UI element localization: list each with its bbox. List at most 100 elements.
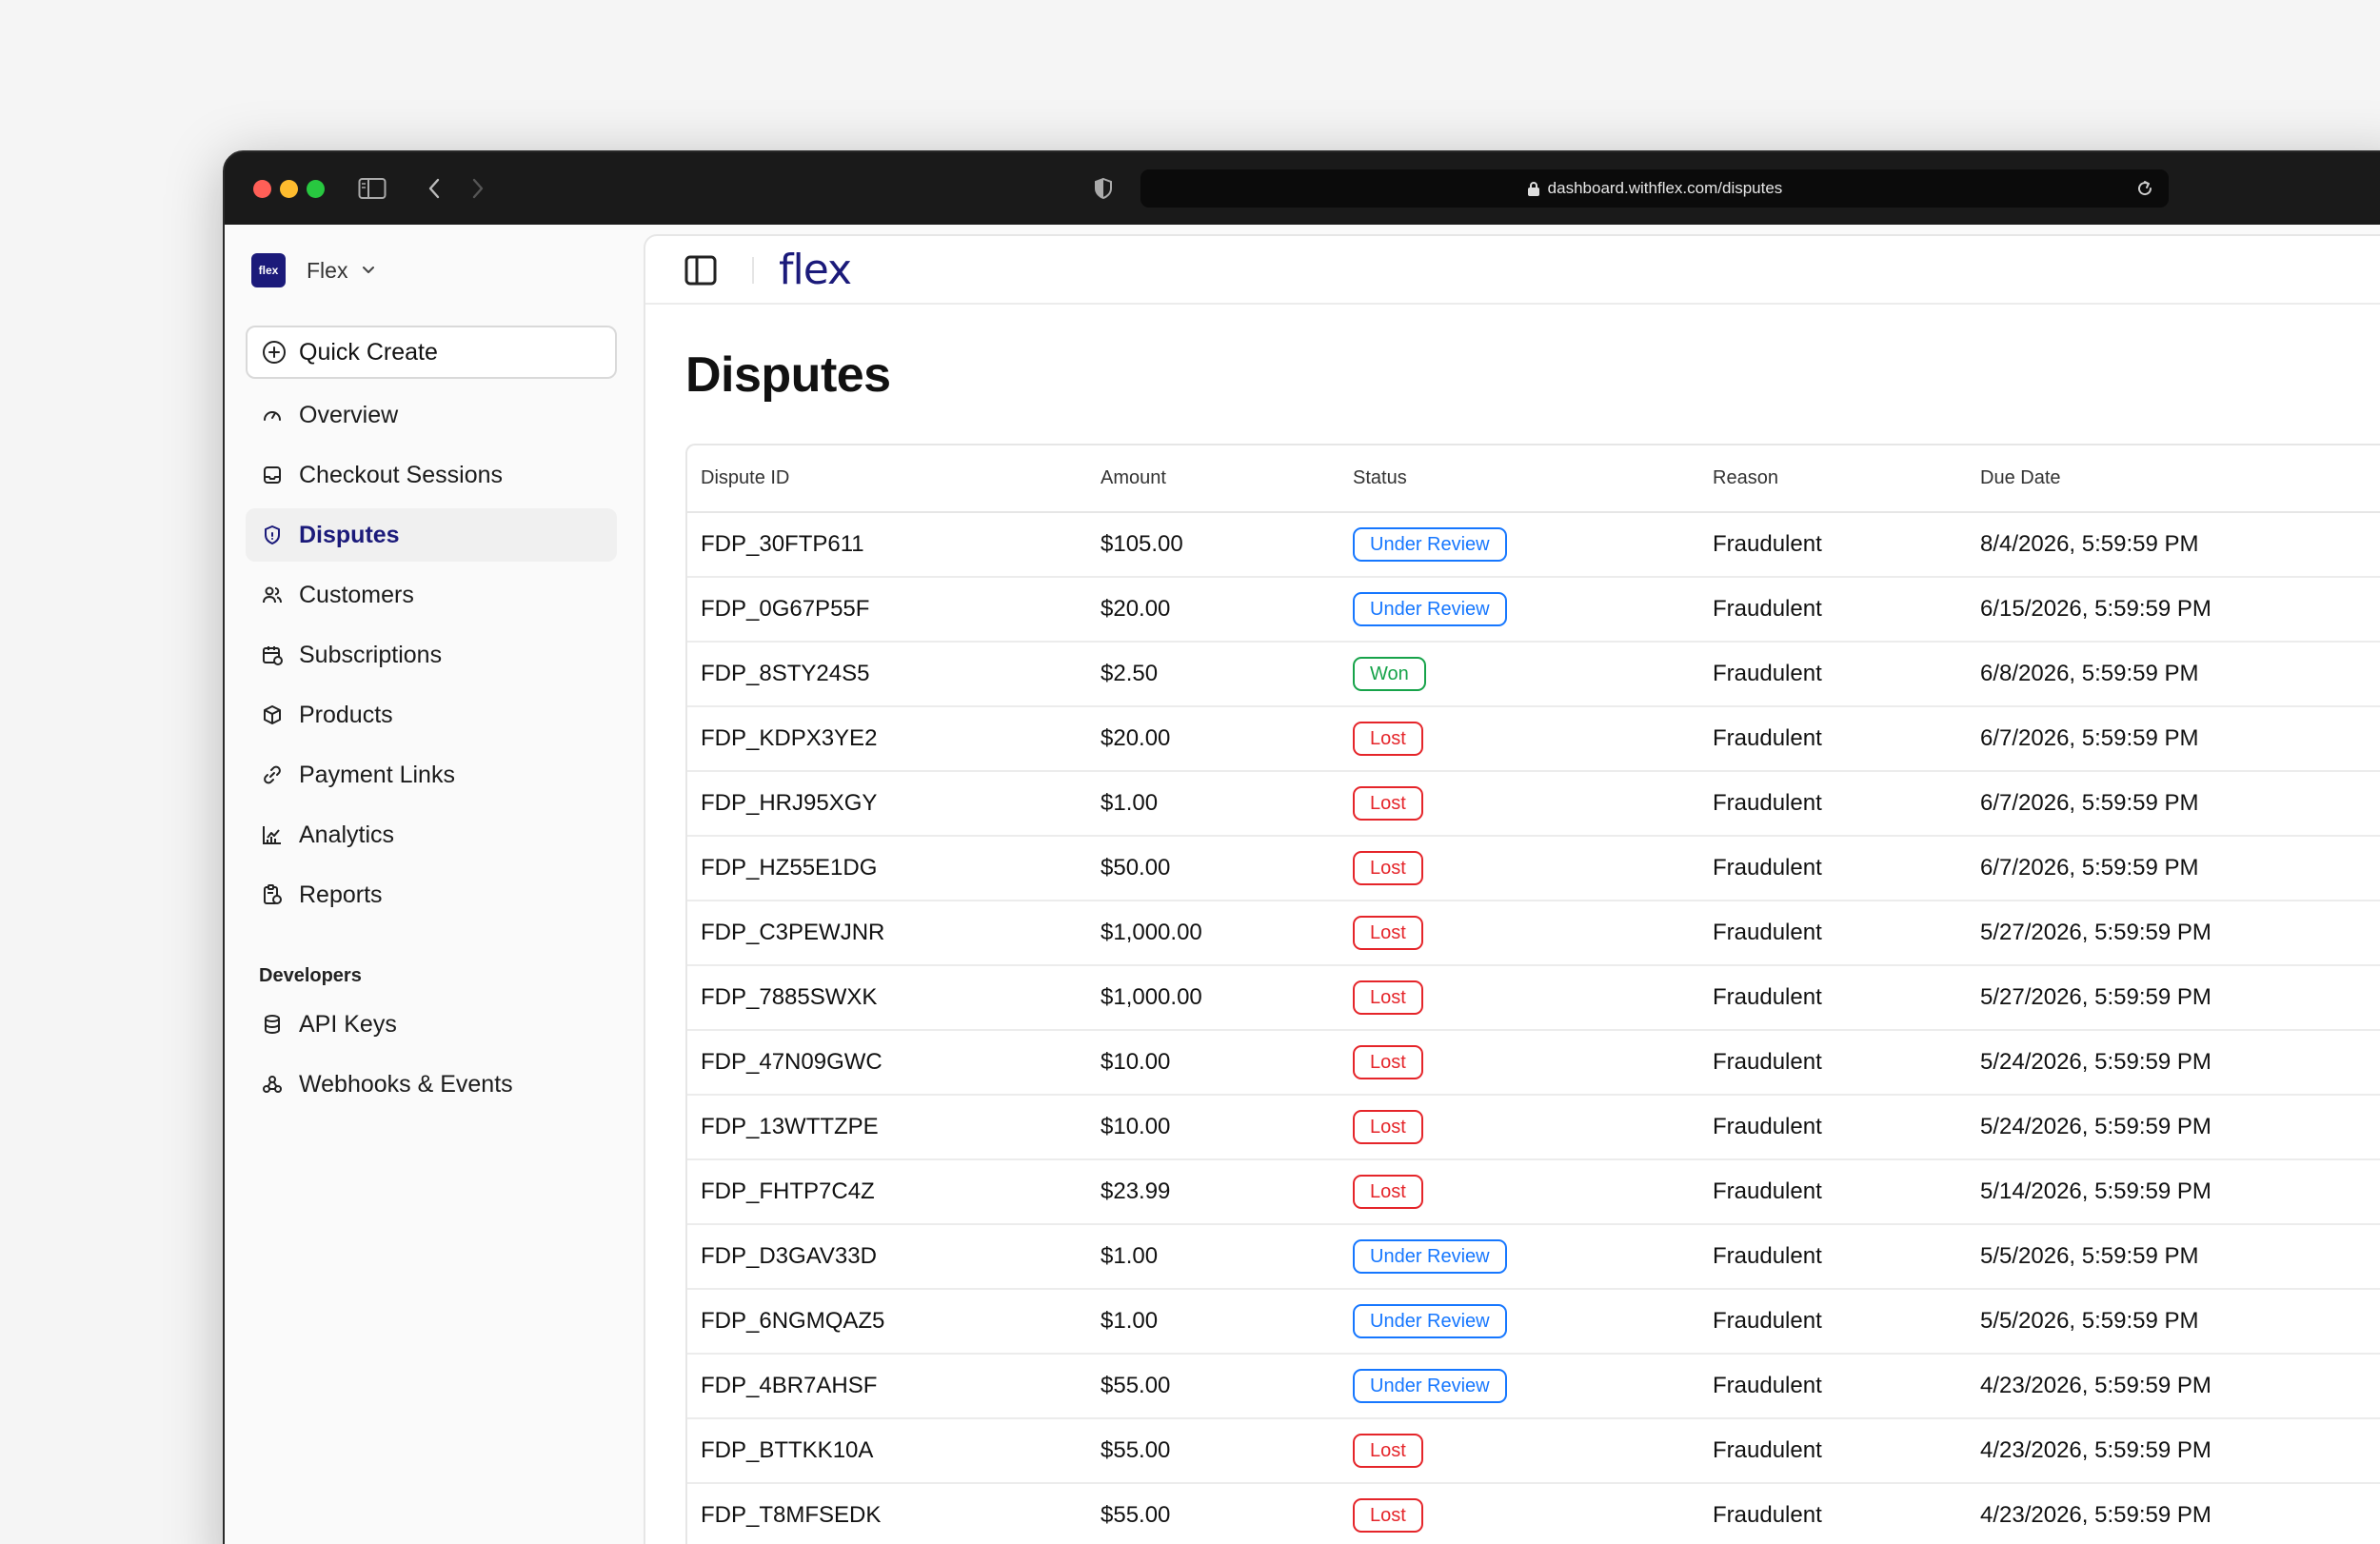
gauge-icon: [259, 402, 286, 428]
sidebar-item-api-keys[interactable]: API Keys: [246, 998, 617, 1051]
maximize-window-button[interactable]: [307, 180, 325, 198]
panel-toggle-icon[interactable]: [684, 253, 718, 292]
status-badge: Under Review: [1353, 1369, 1507, 1403]
table-row[interactable]: FDP_T8MFSEDK $55.00 Lost Fraudulent 4/23/202…: [687, 1483, 2380, 1544]
app-content: flex Flex Quick Create Overview Checkout …: [225, 225, 2380, 1544]
table-row[interactable]: FDP_BTTKK10A $55.00 Lost Fraudulent 4/23/202…: [687, 1418, 2380, 1484]
sidebar-item-label: Reports: [299, 881, 383, 908]
back-icon[interactable]: [426, 171, 442, 206]
amount-cell: $50.00: [1087, 836, 1339, 901]
amount-cell: $2.50: [1087, 642, 1339, 707]
reason-cell: Fraudulent: [1699, 1483, 1967, 1544]
sidebar-item-analytics[interactable]: Analytics: [246, 808, 617, 861]
table-row[interactable]: FDP_C3PEWJNR $1,000.00 Lost Fraudulent 5/27/…: [687, 901, 2380, 966]
status-cell: Lost: [1339, 1030, 1699, 1096]
due-date-cell: 5/14/2026, 5:59:59 PM: [1967, 1159, 2380, 1225]
address-bar[interactable]: dashboard.withflex.com/disputes: [1140, 169, 2169, 208]
table-row[interactable]: FDP_KDPX3YE2 $20.00 Lost Fraudulent 6/7/2026…: [687, 706, 2380, 772]
table-row[interactable]: FDP_30FTP611 $105.00 Under Review Fraudulen…: [687, 512, 2380, 578]
reason-cell: Fraudulent: [1699, 771, 1967, 837]
reason-cell: Fraudulent: [1699, 1418, 1967, 1484]
lock-icon: [1527, 181, 1540, 197]
amount-cell: $1.00: [1087, 1289, 1339, 1355]
reason-cell: Fraudulent: [1699, 706, 1967, 772]
dispute-id-cell: FDP_4BR7AHSF: [687, 1354, 1087, 1419]
status-badge: Lost: [1353, 1434, 1423, 1468]
org-name: Flex: [307, 257, 348, 283]
reason-cell: Fraudulent: [1699, 901, 1967, 966]
sidebar-item-subscriptions[interactable]: Subscriptions: [246, 628, 617, 682]
table-row[interactable]: FDP_4BR7AHSF $55.00 Under Review Fraudulent…: [687, 1354, 2380, 1419]
status-badge: Lost: [1353, 980, 1423, 1015]
column-header-dispute-id[interactable]: Dispute ID: [687, 445, 1087, 513]
forward-icon[interactable]: [470, 171, 486, 206]
shield-icon: [259, 522, 286, 548]
reason-cell: Fraudulent: [1699, 577, 1967, 643]
table-row[interactable]: FDP_6NGMQAZ5 $1.00 Under Review Fraudulent 5…: [687, 1289, 2380, 1355]
column-header-amount[interactable]: Amount: [1087, 445, 1339, 513]
amount-cell: $20.00: [1087, 577, 1339, 643]
status-cell: Lost: [1339, 836, 1699, 901]
minimize-window-button[interactable]: [280, 180, 298, 198]
sidebar-item-overview[interactable]: Overview: [246, 388, 617, 442]
close-window-button[interactable]: [253, 180, 271, 198]
table-row[interactable]: FDP_47N09GWC $10.00 Lost Fraudulent 5/24/202…: [687, 1030, 2380, 1096]
sidebar-item-webhooks-and-events[interactable]: Webhooks & Events: [246, 1058, 617, 1111]
calendar-icon: [259, 642, 286, 668]
sidebar-item-products[interactable]: Products: [246, 688, 617, 742]
due-date-cell: 5/24/2026, 5:59:59 PM: [1967, 1095, 2380, 1160]
org-switcher[interactable]: flex Flex: [251, 253, 376, 287]
url-text: dashboard.withflex.com/disputes: [1547, 179, 1783, 197]
table-row[interactable]: FDP_D3GAV33D $1.00 Under Review Fraudulent 5…: [687, 1224, 2380, 1290]
box-icon: [259, 702, 286, 728]
table-row[interactable]: FDP_HRJ95XGY $1.00 Lost Fraudulent 6/7/2026,…: [687, 771, 2380, 837]
column-header-status[interactable]: Status: [1339, 445, 1699, 513]
due-date-cell: 5/24/2026, 5:59:59 PM: [1967, 1030, 2380, 1096]
sidebar-item-customers[interactable]: Customers: [246, 568, 617, 622]
amount-cell: $10.00: [1087, 1030, 1339, 1096]
column-header-due-date[interactable]: Due Date: [1967, 445, 2380, 513]
sidebar-item-checkout-sessions[interactable]: Checkout Sessions: [246, 448, 617, 502]
dispute-id-cell: FDP_8STY24S5: [687, 642, 1087, 707]
table-row[interactable]: FDP_HZ55E1DG $50.00 Lost Fraudulent 6/7/2026…: [687, 836, 2380, 901]
sidebar-item-payment-links[interactable]: Payment Links: [246, 748, 617, 802]
sidebar-item-label: Products: [299, 701, 393, 728]
report-icon: [259, 881, 286, 908]
sidebar-item-label: Payment Links: [299, 761, 455, 788]
status-badge: Lost: [1353, 1110, 1423, 1144]
reason-cell: Fraudulent: [1699, 1030, 1967, 1096]
sidebar-item-label: API Keys: [299, 1010, 397, 1038]
reason-cell: Fraudulent: [1699, 1095, 1967, 1160]
sidebar-toggle-icon[interactable]: [358, 171, 387, 206]
due-date-cell: 8/4/2026, 5:59:59 PM: [1967, 512, 2380, 578]
developers-section-label: Developers: [259, 965, 362, 986]
sidebar-item-disputes[interactable]: Disputes: [246, 508, 617, 562]
status-cell: Lost: [1339, 901, 1699, 966]
status-cell: Under Review: [1339, 1354, 1699, 1419]
table-row[interactable]: FDP_0G67P55F $20.00 Under Review Fraudulent…: [687, 577, 2380, 643]
status-badge: Under Review: [1353, 527, 1507, 562]
due-date-cell: 6/8/2026, 5:59:59 PM: [1967, 642, 2380, 707]
dispute-id-cell: FDP_6NGMQAZ5: [687, 1289, 1087, 1355]
disputes-table: Dispute ID Amount Status Reason Due Date…: [685, 444, 2380, 1544]
status-cell: Lost: [1339, 771, 1699, 837]
divider: [752, 257, 754, 284]
column-header-reason[interactable]: Reason: [1699, 445, 1967, 513]
reload-icon[interactable]: [2134, 178, 2155, 204]
status-badge: Lost: [1353, 1175, 1423, 1209]
privacy-shield-icon[interactable]: [1093, 171, 1114, 206]
sidebar-item-reports[interactable]: Reports: [246, 868, 617, 921]
table-row[interactable]: FDP_13WTTZPE $10.00 Lost Fraudulent 5/24/202…: [687, 1095, 2380, 1160]
amount-cell: $1,000.00: [1087, 965, 1339, 1031]
brand-logo[interactable]: flex: [779, 246, 852, 294]
amount-cell: $1.00: [1087, 771, 1339, 837]
table-row[interactable]: FDP_FHTP7C4Z $23.99 Lost Fraudulent 5/14/202…: [687, 1159, 2380, 1225]
table-row[interactable]: FDP_7885SWXK $1,000.00 Lost Fraudulent 5/27/…: [687, 965, 2380, 1031]
dispute-id-cell: FDP_HZ55E1DG: [687, 836, 1087, 901]
table-row[interactable]: FDP_8STY24S5 $2.50 Won Fraudulent 6/8/2026, …: [687, 642, 2380, 707]
amount-cell: $20.00: [1087, 706, 1339, 772]
status-cell: Lost: [1339, 1159, 1699, 1225]
due-date-cell: 4/23/2026, 5:59:59 PM: [1967, 1418, 2380, 1484]
due-date-cell: 6/7/2026, 5:59:59 PM: [1967, 706, 2380, 772]
quick-create-button[interactable]: Quick Create: [246, 326, 617, 379]
